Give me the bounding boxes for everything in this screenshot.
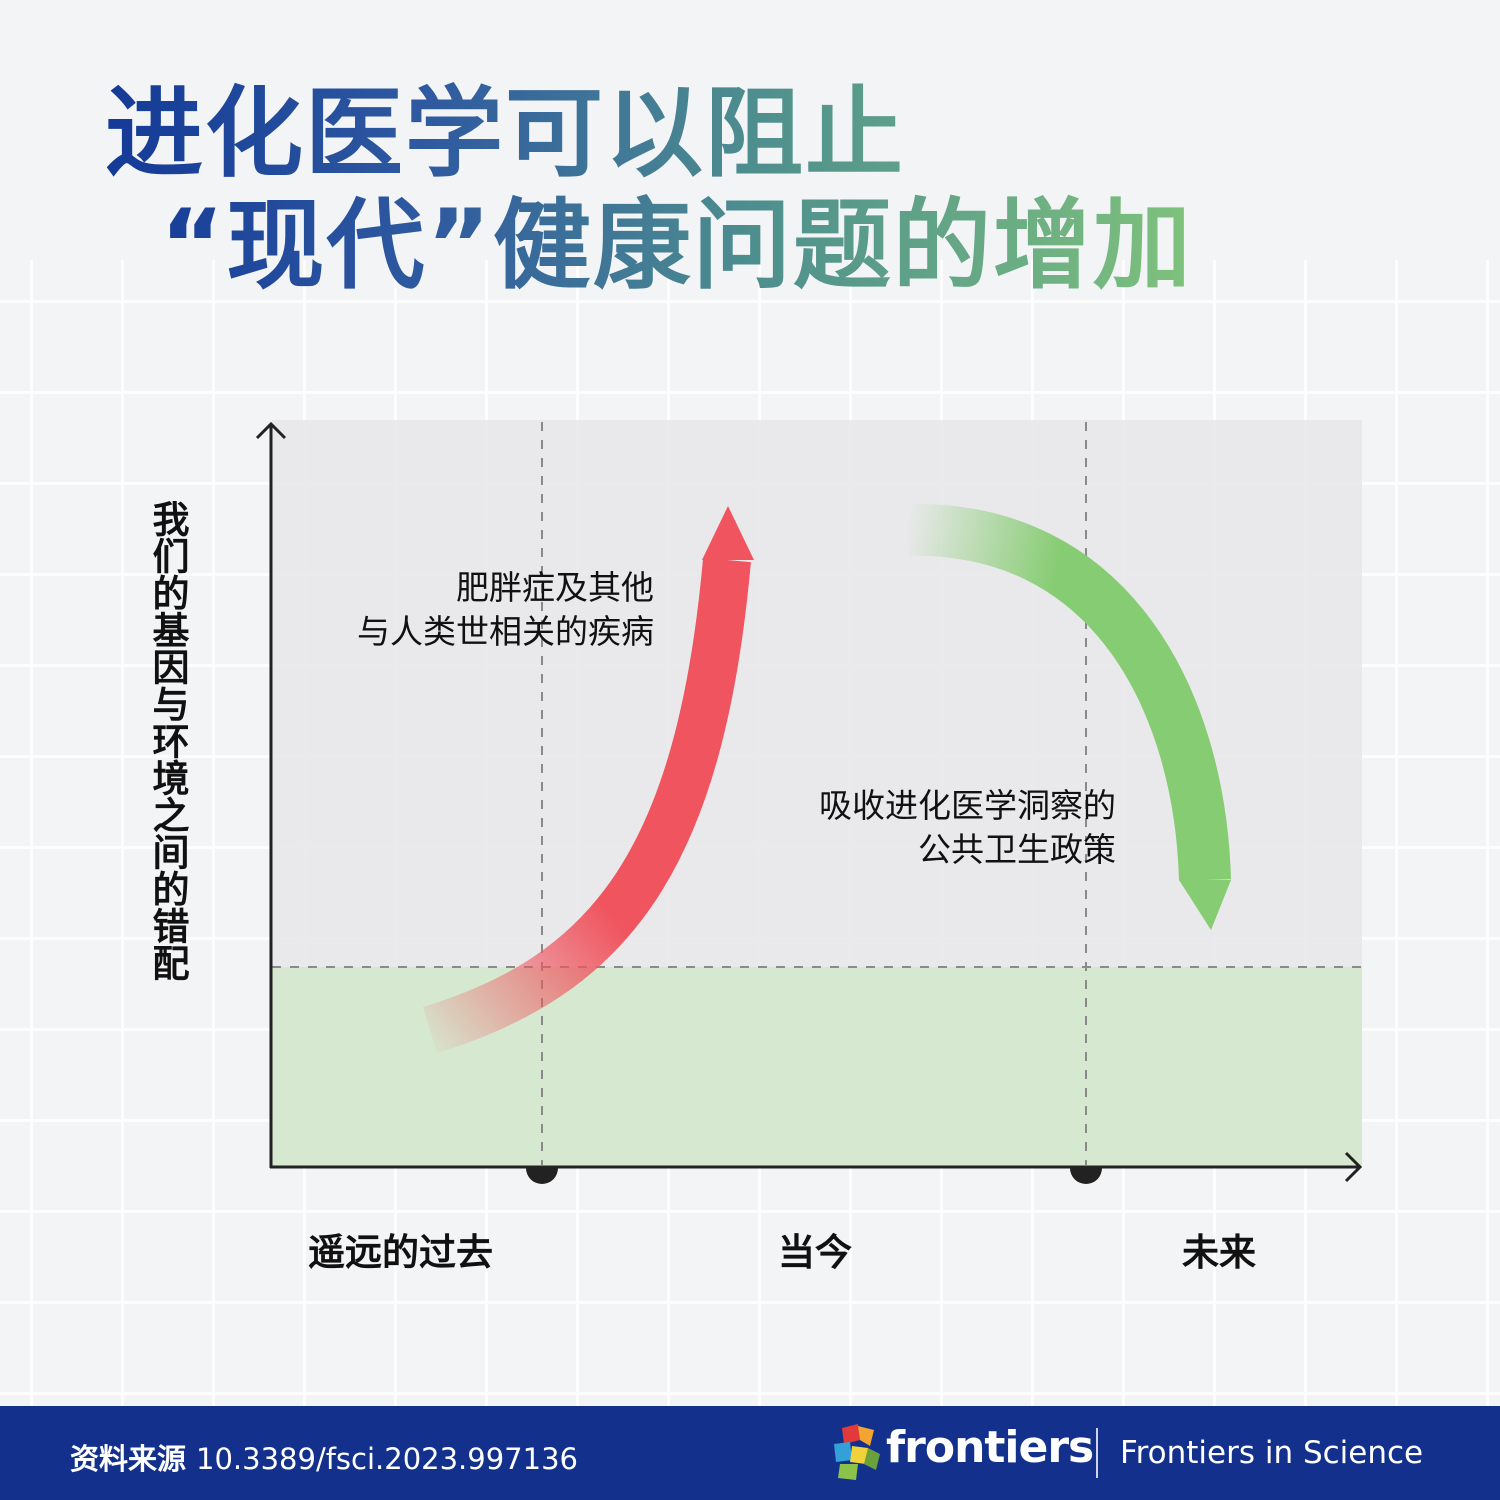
rising-annotation: 肥胖症及其他 与人类世相关的疾病 — [357, 566, 654, 654]
rising-mismatch-arrowhead — [702, 506, 754, 560]
rising-annotation-line-2: 与人类世相关的疾病 — [357, 612, 654, 651]
x-label-past: 遥远的过去 — [308, 1231, 493, 1274]
frontiers-brand: frontiers — [886, 1422, 1094, 1473]
mismatch-diagram — [255, 420, 1363, 1184]
x-axis-arrowhead — [1344, 1151, 1363, 1183]
falling-annotation-line-2: 公共卫生政策 — [918, 830, 1116, 869]
falling-annotation-line-1: 吸收进化医学洞察的 — [819, 786, 1116, 825]
timeline-marker-future — [1070, 1168, 1102, 1184]
source-doi: 10.3389/fsci.2023.997136 — [196, 1442, 578, 1476]
x-label-present: 当今 — [778, 1231, 852, 1274]
source-label: 资料来源 — [70, 1442, 187, 1476]
y-axis-label: 我们的基因与环境之间的错配 — [146, 500, 189, 981]
falling-annotation: 吸收进化医学洞察的 公共卫生政策 — [819, 784, 1116, 872]
rising-mismatch-arrow-shaft — [422, 557, 751, 1053]
source-citation: 资料来源 10.3389/fsci.2023.997136 — [70, 1436, 578, 1478]
falling-mismatch-arrowhead — [1179, 880, 1231, 930]
y-axis-arrowhead — [255, 421, 287, 440]
timeline-marker-present — [526, 1168, 558, 1184]
journal-name: Frontiers in Science — [1120, 1435, 1424, 1471]
frontiers-logo-icon — [834, 1424, 880, 1480]
baseline-band — [272, 967, 1362, 1167]
rising-annotation-line-1: 肥胖症及其他 — [456, 568, 654, 607]
footer-divider — [1096, 1428, 1098, 1478]
x-label-future: 未来 — [1182, 1231, 1256, 1274]
falling-mismatch-arrow-shaft — [907, 503, 1231, 881]
footer-bar: 资料来源 10.3389/fsci.2023.997136 frontiers F… — [0, 1406, 1500, 1500]
